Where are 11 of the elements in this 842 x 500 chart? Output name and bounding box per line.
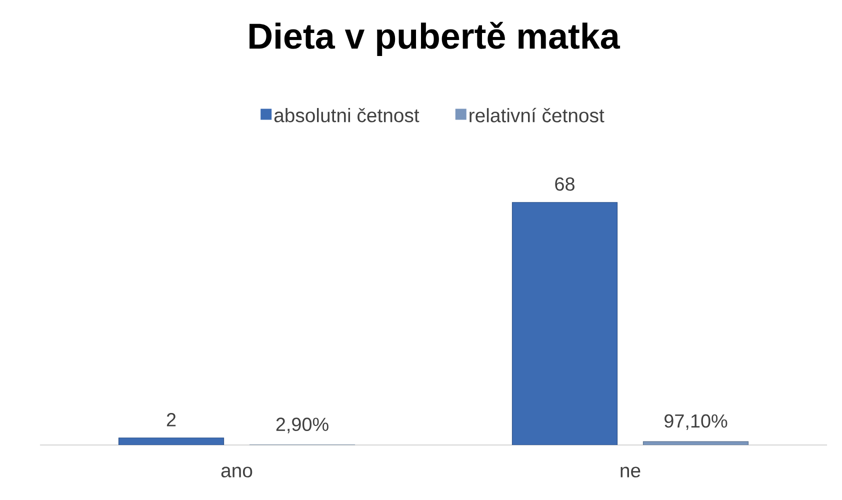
bar — [118, 438, 224, 445]
legend-label: relativní četnost — [470, 108, 604, 122]
x-tick-label: ne — [620, 466, 640, 478]
legend-label: absolutni četnost — [274, 108, 420, 122]
bar — [512, 202, 618, 445]
x-tick-label: ano — [221, 466, 252, 478]
data-label: 68 — [555, 177, 574, 191]
data-label: 2,90% — [276, 418, 328, 434]
chart-title: Dieta v pubertě matka — [250, 22, 620, 56]
data-label: 2 — [166, 413, 176, 426]
data-label: 97,10% — [664, 414, 728, 430]
